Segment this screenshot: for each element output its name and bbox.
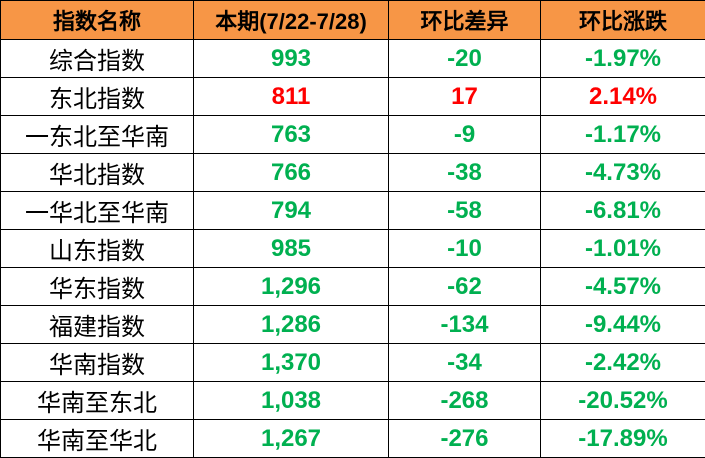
diff-value: -62 [389, 268, 541, 306]
diff-value: 17 [389, 78, 541, 116]
header-current: 本期(7/22-7/28) [194, 1, 389, 40]
diff-value: -20 [389, 40, 541, 78]
current-value: 1,296 [194, 268, 389, 306]
pct-value: -20.52% [541, 382, 705, 420]
pct-value: -4.73% [541, 154, 705, 192]
index-name: 华南指数 [1, 344, 194, 382]
header-name: 指数名称 [1, 1, 194, 40]
current-value: 794 [194, 192, 389, 230]
diff-value: -38 [389, 154, 541, 192]
current-value: 1,267 [194, 420, 389, 458]
index-name: 山东指数 [1, 230, 194, 268]
pct-value: 2.14% [541, 78, 705, 116]
current-value: 993 [194, 40, 389, 78]
current-value: 1,038 [194, 382, 389, 420]
index-name: 华东指数 [1, 268, 194, 306]
pct-value: -1.97% [541, 40, 705, 78]
header-diff: 环比差异 [389, 1, 541, 40]
pct-value: -9.44% [541, 306, 705, 344]
diff-value: -134 [389, 306, 541, 344]
index-name: 华北指数 [1, 154, 194, 192]
current-value: 985 [194, 230, 389, 268]
header-pct: 环比涨跌 [541, 1, 705, 40]
index-name: 华南至华北 [1, 420, 194, 458]
header-row: 指数名称 本期(7/22-7/28) 环比差异 环比涨跌 [1, 1, 705, 40]
index-name: 东北指数 [1, 78, 194, 116]
diff-value: -276 [389, 420, 541, 458]
diff-value: -34 [389, 344, 541, 382]
pct-value: -4.57% [541, 268, 705, 306]
diff-value: -10 [389, 230, 541, 268]
current-value: 1,370 [194, 344, 389, 382]
pct-value: -1.01% [541, 230, 705, 268]
pct-value: -17.89% [541, 420, 705, 458]
index-name: 一东北至华南 [1, 116, 194, 154]
current-value: 763 [194, 116, 389, 154]
diff-value: -9 [389, 116, 541, 154]
pct-value: -2.42% [541, 344, 705, 382]
index-name: 华南至东北 [1, 382, 194, 420]
current-value: 811 [194, 78, 389, 116]
pct-value: -6.81% [541, 192, 705, 230]
pct-value: -1.17% [541, 116, 705, 154]
current-value: 766 [194, 154, 389, 192]
index-name: 综合指数 [1, 40, 194, 78]
current-value: 1,286 [194, 306, 389, 344]
index-name: 福建指数 [1, 306, 194, 344]
diff-value: -58 [389, 192, 541, 230]
index-name: 一华北至华南 [1, 192, 194, 230]
diff-value: -268 [389, 382, 541, 420]
